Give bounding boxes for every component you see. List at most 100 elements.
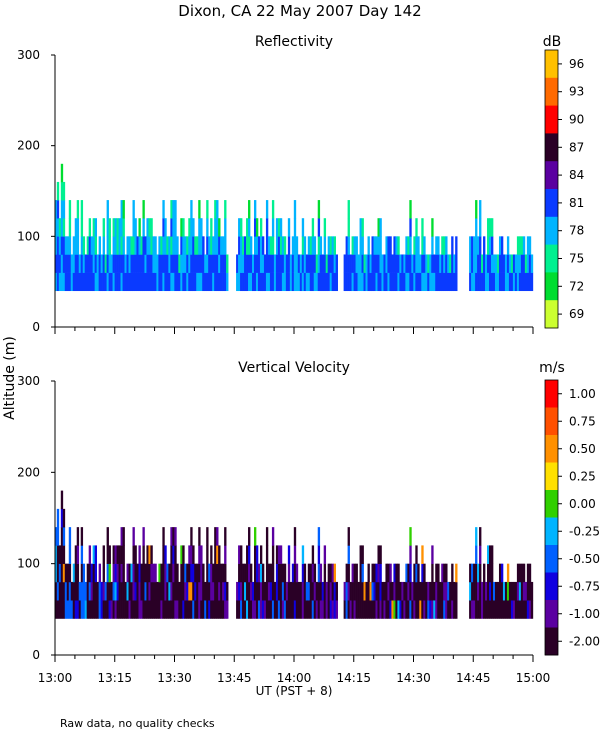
data-cell [220, 272, 223, 292]
data-cell [483, 581, 486, 601]
data-cell [62, 563, 66, 583]
data-cell [453, 600, 456, 619]
data-cell [204, 254, 207, 273]
colorbar-frame [544, 379, 559, 656]
data-cell [130, 254, 133, 273]
data-cell [471, 254, 474, 273]
data-cell [110, 600, 113, 619]
data-cell [423, 272, 426, 292]
data-cell [371, 600, 374, 619]
data-cell [240, 218, 243, 237]
data-cell [192, 600, 195, 619]
data-cell [291, 600, 295, 619]
data-cell [510, 254, 514, 273]
data-cell [351, 563, 354, 583]
data-cell [190, 254, 193, 273]
data-cell [162, 545, 165, 564]
data-cell [206, 272, 209, 292]
data-cell [255, 218, 259, 237]
data-cell [481, 272, 484, 292]
data-cell [407, 600, 410, 619]
data-cell [393, 236, 396, 255]
data-cell [487, 563, 490, 583]
data-cell [421, 218, 424, 237]
data-cell [190, 236, 193, 255]
data-cell [138, 254, 141, 273]
data-cell [138, 581, 141, 601]
colorbar-tick-label: 0.75 [569, 414, 596, 428]
data-cell [271, 581, 275, 601]
data-cell [122, 600, 125, 619]
data-cell [240, 272, 243, 292]
data-cell [335, 600, 338, 619]
data-cell [271, 545, 275, 564]
data-cell [148, 218, 151, 237]
data-cell [224, 563, 227, 583]
data-cell [512, 600, 516, 619]
data-cell [335, 254, 338, 273]
data-cell [479, 218, 482, 237]
data-cell [214, 200, 217, 219]
data-cell [405, 600, 408, 619]
data-cell [355, 563, 358, 583]
data-cell [357, 272, 360, 292]
data-cell [226, 581, 229, 601]
data-cell [88, 218, 92, 237]
data-cell [435, 600, 438, 619]
data-cell [112, 218, 115, 237]
data-cell [343, 272, 346, 292]
colorbar-segment [545, 462, 558, 491]
data-cell [106, 272, 109, 292]
data-cell [427, 272, 430, 292]
data-cell [415, 581, 418, 601]
data-cell [110, 581, 113, 601]
data-cell [449, 272, 452, 292]
data-cell [252, 600, 255, 619]
data-cell [327, 236, 331, 255]
data-cell [90, 254, 94, 273]
data-cell [469, 563, 472, 583]
data-cell [265, 236, 269, 255]
data-cell [475, 236, 478, 255]
data-cell [453, 254, 456, 273]
data-cell [343, 254, 346, 273]
data-cell [327, 581, 331, 601]
data-cell [76, 272, 80, 292]
data-cell [172, 254, 175, 273]
data-cell [321, 581, 325, 601]
data-cell [305, 272, 309, 292]
data-cell [259, 218, 263, 237]
data-cell [200, 218, 203, 237]
data-cell [60, 181, 64, 201]
data-cell [60, 527, 64, 546]
data-cell [188, 236, 191, 255]
data-cell [489, 581, 492, 601]
data-cell [102, 254, 105, 273]
data-cell [279, 254, 283, 273]
data-cell [172, 200, 175, 219]
data-cell [156, 581, 159, 601]
data-cell [134, 272, 137, 292]
data-cell [489, 563, 492, 583]
velocity-data [54, 490, 534, 619]
data-cell [498, 254, 502, 273]
data-cell [379, 218, 382, 237]
data-cell [172, 600, 175, 619]
colorbar-tick-label: -0.50 [569, 552, 600, 566]
colorbar-segment [545, 300, 558, 329]
data-cell [257, 272, 261, 292]
data-cell [122, 563, 125, 583]
data-cell [303, 272, 307, 292]
data-cell [136, 272, 139, 292]
data-cell [68, 200, 72, 219]
data-cell [524, 254, 528, 273]
data-cell [283, 272, 287, 292]
data-cell [134, 563, 137, 583]
data-cell [385, 600, 388, 619]
data-cell [214, 272, 217, 292]
data-cell [184, 600, 187, 619]
data-cell [409, 218, 412, 237]
data-cell [379, 563, 382, 583]
data-cell [88, 581, 92, 601]
data-cell [498, 600, 502, 619]
